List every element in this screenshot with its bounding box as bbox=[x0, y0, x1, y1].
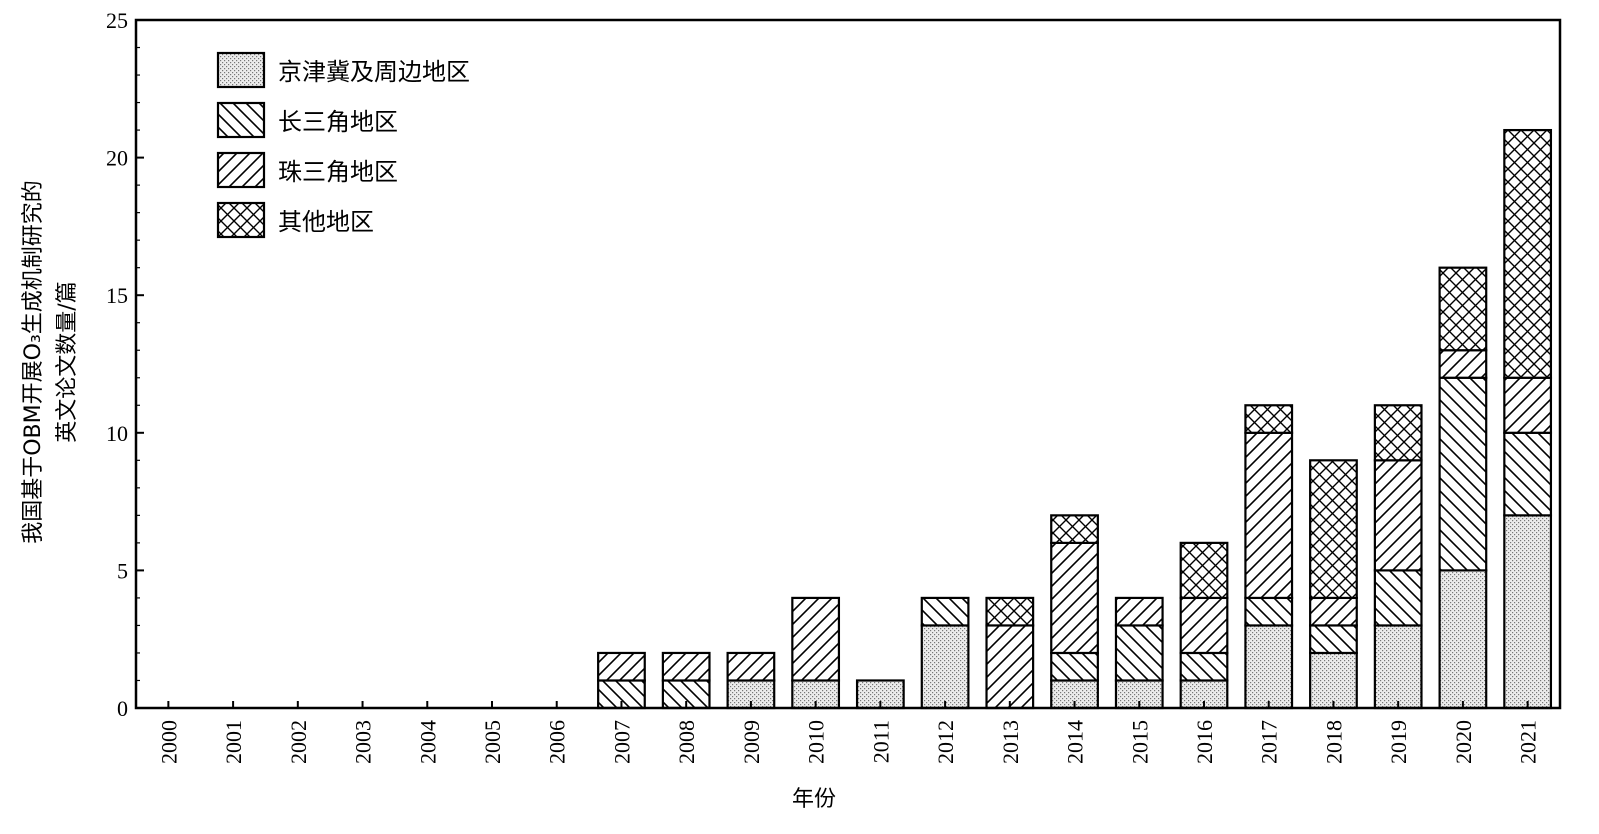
bar-2019-series-2 bbox=[1373, 569, 1423, 627]
bar-2016-series-2 bbox=[1179, 651, 1229, 682]
x-tick-label-2017: 2017 bbox=[1257, 720, 1282, 764]
x-tick-label-2018: 2018 bbox=[1321, 720, 1346, 764]
x-tick-label-2010: 2010 bbox=[804, 720, 829, 764]
y-tick-label-20: 20 bbox=[106, 146, 128, 171]
bar-2014-series-3 bbox=[1050, 541, 1099, 655]
bar-2014-series-1 bbox=[1050, 679, 1099, 710]
legend-label-3: 珠三角地区 bbox=[278, 158, 398, 186]
x-tick-label-2007: 2007 bbox=[609, 720, 634, 764]
x-tick-label-2000: 2000 bbox=[156, 720, 181, 764]
x-tick-label-2001: 2001 bbox=[221, 720, 246, 764]
y-tick-label-15: 15 bbox=[106, 283, 128, 308]
bar-2013-series-3 bbox=[985, 624, 1035, 710]
legend-swatch-3 bbox=[216, 151, 266, 189]
bar-2009-series-3 bbox=[726, 651, 776, 682]
bar-2016-series-4 bbox=[1179, 541, 1229, 600]
legend-label-4: 其他地区 bbox=[278, 208, 374, 236]
x-tick-label-2006: 2006 bbox=[545, 720, 570, 764]
x-tick-label-2002: 2002 bbox=[286, 720, 311, 764]
bar-2019-series-3 bbox=[1373, 459, 1423, 572]
y-tick-label-25: 25 bbox=[106, 8, 128, 33]
bar-2018-series-2 bbox=[1309, 624, 1358, 655]
x-tick-label-2019: 2019 bbox=[1386, 720, 1411, 764]
x-tick-label-2014: 2014 bbox=[1063, 720, 1088, 764]
y-tick-label-0: 0 bbox=[117, 696, 128, 721]
bar-2021-series-4 bbox=[1503, 128, 1553, 379]
bar-2019-series-4 bbox=[1373, 404, 1423, 462]
plot-frame bbox=[134, 18, 1562, 710]
x-tick-label-2008: 2008 bbox=[674, 720, 699, 764]
bar-2020-series-3 bbox=[1438, 349, 1488, 379]
x-tick-label-2012: 2012 bbox=[933, 720, 958, 764]
bar-2020-series-4 bbox=[1438, 266, 1488, 352]
bar-2015-series-3 bbox=[1114, 596, 1164, 627]
bar-2007-series-3 bbox=[597, 651, 646, 682]
x-axis-title: 年份 bbox=[792, 787, 836, 812]
bar-2012-series-1 bbox=[920, 624, 970, 710]
bar-2013-series-4 bbox=[985, 596, 1035, 627]
x-tick-label-2003: 2003 bbox=[351, 720, 376, 764]
bar-2018-series-4 bbox=[1309, 459, 1358, 600]
bar-2019-series-1 bbox=[1373, 624, 1423, 710]
bar-2018-series-1 bbox=[1309, 651, 1358, 710]
y-axis-title-line1: 我国基于OBM开展O₃生成机制研究的 bbox=[21, 180, 46, 544]
bar-2018-series-3 bbox=[1309, 596, 1358, 627]
legend-label-2: 长三角地区 bbox=[278, 108, 398, 136]
bar-2008-series-3 bbox=[661, 651, 711, 682]
bar-2021-series-2 bbox=[1503, 431, 1553, 517]
x-tick-label-2016: 2016 bbox=[1192, 720, 1217, 764]
x-tick-label-2011: 2011 bbox=[868, 720, 893, 763]
x-tick-label-2004: 2004 bbox=[415, 720, 440, 764]
bar-2015-series-2 bbox=[1114, 624, 1164, 682]
bar-2014-series-2 bbox=[1050, 651, 1099, 682]
y-tick-label-10: 10 bbox=[106, 421, 128, 446]
x-tick-label-2005: 2005 bbox=[480, 720, 505, 764]
y-tick-label-5: 5 bbox=[117, 558, 128, 583]
x-tick-label-2013: 2013 bbox=[998, 720, 1023, 764]
bar-2017-series-1 bbox=[1244, 624, 1294, 710]
x-tick-label-2020: 2020 bbox=[1451, 720, 1476, 764]
plot-area: 2000 2001 2002 2003 2004 2005 2006 2007 2008 2009… bbox=[106, 8, 1562, 764]
legend-label-1: 京津冀及周边地区 bbox=[278, 58, 470, 86]
bar-2010-series-3 bbox=[791, 596, 841, 682]
bar-2021-series-3 bbox=[1503, 376, 1553, 434]
bar-2016-series-3 bbox=[1179, 596, 1229, 655]
bar-2012-series-2 bbox=[920, 596, 970, 627]
bar-2014-series-4 bbox=[1050, 514, 1099, 544]
x-tick-label-2021: 2021 bbox=[1516, 720, 1541, 764]
legend-swatch-2 bbox=[216, 101, 266, 139]
x-tick-label-2015: 2015 bbox=[1127, 720, 1152, 764]
bar-2020-series-1 bbox=[1438, 569, 1488, 710]
bar-2021-series-1 bbox=[1503, 514, 1553, 710]
y-axis-title-line2: 英文论文数量/篇 bbox=[55, 281, 80, 442]
legend-swatch-1 bbox=[216, 51, 266, 89]
legend-swatch-4 bbox=[216, 201, 266, 239]
bar-2017-series-3 bbox=[1244, 431, 1294, 600]
bar-2020-series-2 bbox=[1438, 376, 1488, 572]
x-tick-label-2009: 2009 bbox=[739, 720, 764, 764]
bar-2017-series-4 bbox=[1244, 404, 1294, 434]
bar-2017-series-2 bbox=[1244, 596, 1294, 627]
